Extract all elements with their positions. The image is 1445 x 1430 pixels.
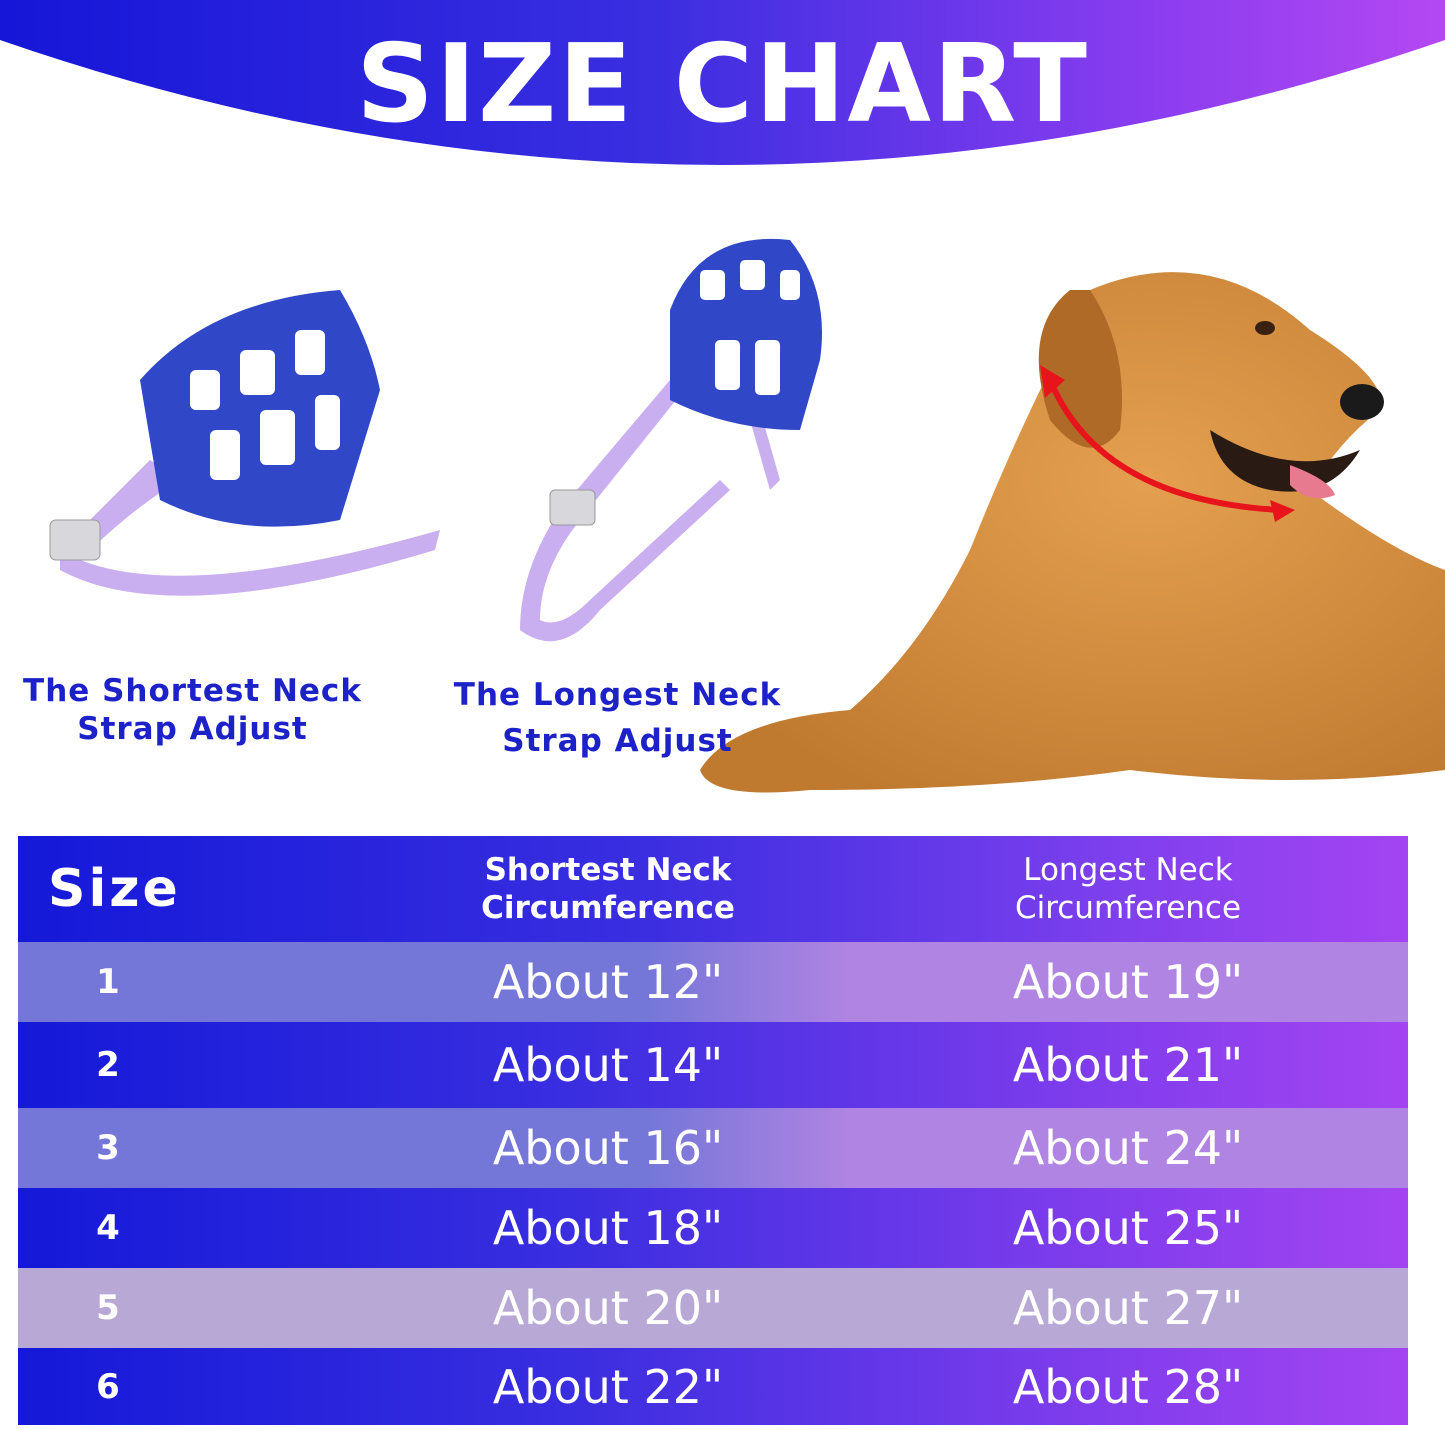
longest-cell: About 21" <box>1012 1038 1244 1092</box>
golden-retriever-image <box>700 272 1445 793</box>
table-row: 4 About 18" About 25" <box>18 1188 1408 1268</box>
longest-strap-caption: The Longest Neck Strap Adjust <box>425 672 810 764</box>
table-row: 3 About 16" About 24" <box>18 1108 1408 1188</box>
muzzle-long-strap-image <box>520 238 822 642</box>
caption-line: Strap Adjust <box>502 723 733 759</box>
size-cell: 4 <box>96 1208 120 1248</box>
table-row: 1 About 12" About 19" <box>18 942 1408 1022</box>
longest-cell: About 25" <box>1012 1201 1244 1255</box>
caption-line: The Longest Neck <box>453 677 782 713</box>
size-cell: 6 <box>96 1366 120 1407</box>
longest-cell: About 24" <box>1012 1121 1244 1175</box>
header-line: Longest Neck <box>1023 852 1233 888</box>
longest-cell: About 19" <box>1012 955 1244 1009</box>
table-header: Size Shortest Neck Circumference Longest… <box>18 836 1408 942</box>
header-size: Size <box>48 859 181 919</box>
shortest-strap-caption: The Shortest Neck Strap Adjust <box>0 672 385 748</box>
header-line: Shortest Neck <box>484 852 732 888</box>
caption-line: The Shortest Neck <box>23 673 362 709</box>
header-longest: Longest Neck Circumference <box>918 836 1338 942</box>
size-cell: 2 <box>96 1045 120 1085</box>
page-title: SIZE CHART <box>356 22 1089 147</box>
caption-line: Strap Adjust <box>77 711 308 747</box>
muzzle-short-strap-image <box>49 290 440 596</box>
shortest-cell: About 14" <box>492 1038 724 1092</box>
shortest-cell: About 16" <box>492 1121 724 1175</box>
table-row: 6 About 22" About 28" <box>18 1348 1408 1425</box>
header-line: Circumference <box>1014 890 1242 926</box>
shortest-cell: About 18" <box>492 1201 724 1255</box>
size-cell: 3 <box>96 1128 120 1168</box>
size-cell: 5 <box>96 1288 120 1328</box>
table-row: 2 About 14" About 21" <box>18 1022 1408 1108</box>
header-banner <box>0 0 1445 165</box>
longest-cell: About 28" <box>1012 1359 1244 1414</box>
size-cell: 1 <box>96 962 120 1002</box>
neck-measure-arrow-icon <box>1047 378 1281 513</box>
shortest-cell: About 12" <box>492 955 724 1009</box>
shortest-cell: About 22" <box>492 1359 724 1414</box>
table-row: 5 About 20" About 27" <box>18 1268 1408 1348</box>
shortest-cell: About 20" <box>492 1281 724 1335</box>
size-table: Size Shortest Neck Circumference Longest… <box>18 836 1408 1425</box>
header-line: Circumference <box>481 890 735 926</box>
header-shortest: Shortest Neck Circumference <box>398 836 818 942</box>
longest-cell: About 27" <box>1012 1281 1244 1335</box>
